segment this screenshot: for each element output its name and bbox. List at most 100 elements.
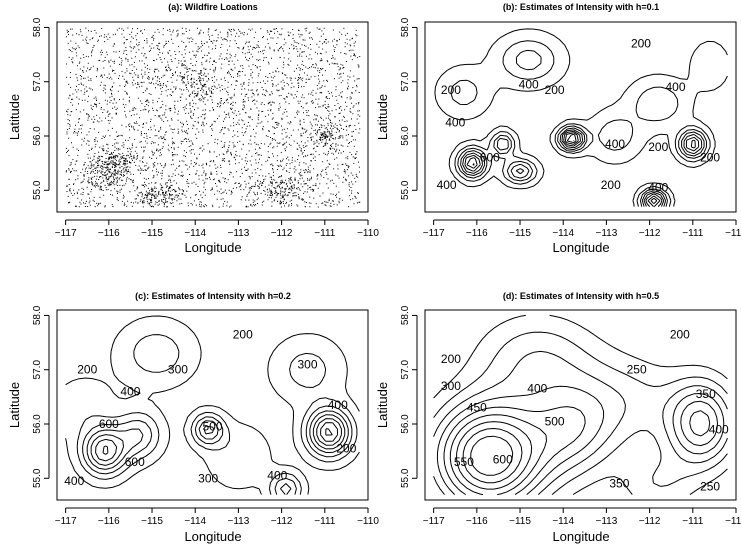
x-axis-label: Longitude <box>552 240 609 255</box>
contour-label: 400 <box>666 80 686 94</box>
contour-level-900 <box>472 133 658 205</box>
x-tick-label: −114 <box>184 516 206 527</box>
panel-title: (d): Estimates of Intensity with h=0.5 <box>503 291 659 301</box>
contour-level-800 <box>466 132 696 207</box>
contour-label: 400 <box>437 178 457 192</box>
y-tick-label: 55.0 <box>32 468 43 488</box>
contour-level-250 <box>433 331 728 495</box>
x-tick-label: −114 <box>552 228 574 239</box>
contour-label: 400 <box>605 137 625 151</box>
y-tick-label: 58.0 <box>32 17 43 37</box>
contour-label: 200 <box>601 178 621 192</box>
y-axis-label: Latitude <box>375 382 390 428</box>
contour-level-500 <box>460 127 705 207</box>
y-tick-label: 58.0 <box>32 305 43 325</box>
contour-label: 200 <box>631 37 651 51</box>
y-tick-label: 55.0 <box>400 180 411 200</box>
contour-label: 600 <box>125 455 145 469</box>
plot-area: 200 400 300 200 300 400 600 600 500 200 300 400 400 <box>64 315 360 495</box>
contour-label: 200 <box>648 140 668 154</box>
x-tick-label: −114 <box>184 228 206 239</box>
contour-label: 400 <box>648 181 668 195</box>
contour-label: 300 <box>168 363 188 377</box>
contour-level-300 <box>433 350 728 495</box>
contour-level-400 <box>82 405 353 495</box>
contour-label: 200 <box>670 327 690 341</box>
x-tick-label: −115 <box>141 516 163 527</box>
panel-d: (d): Estimates of Intensity with h=0.5 2… <box>375 291 741 544</box>
x-tick-label: −117 <box>423 228 445 239</box>
plot-area: 400 400 200 200 200 400 600 400 200 200 200 400 400 <box>434 28 728 207</box>
x-tick-label: −112 <box>271 516 293 527</box>
y-tick-label: 55.0 <box>400 468 411 488</box>
panel-title: (b): Estimates of Intensity with h=0.1 <box>503 2 659 12</box>
x-tick-label: −113 <box>596 228 618 239</box>
contour-level-300 <box>450 40 711 207</box>
contour-label: 500 <box>545 414 565 428</box>
contour-level-500 <box>86 410 349 495</box>
contour-label: 200 <box>441 83 461 97</box>
plot-area <box>65 27 361 208</box>
y-axis-label: Latitude <box>7 94 22 140</box>
contour-label: 400 <box>267 469 287 483</box>
panel-b: (b): Estimates of Intensity with h=0.1 4… <box>375 2 741 255</box>
panel-a: (a): Wildfire Loations −117 −116 −115 −114−… <box>7 2 379 255</box>
x-tick-label: −116 <box>466 228 488 239</box>
contour-label: 450 <box>467 401 487 415</box>
x-tick-label: −112 <box>271 228 293 239</box>
x-tick-label: −110 <box>357 228 379 239</box>
x-axis-label: Longitude <box>184 529 241 544</box>
x-tick-label: −115 <box>141 228 163 239</box>
contour-level-900 <box>325 428 333 436</box>
x-tick-label: −113 <box>228 228 250 239</box>
contour-label: 200 <box>441 352 461 366</box>
contour-label: 400 <box>519 77 539 91</box>
panel-title: (c): Estimates of Intensity with h=0.2 <box>135 291 291 301</box>
contour-label: 600 <box>480 151 500 165</box>
contour-label: 300 <box>441 379 461 393</box>
contour-level-600 <box>470 435 514 476</box>
plot-frame <box>424 309 737 501</box>
plot-frame <box>56 21 369 213</box>
contour-level-400 <box>457 49 707 207</box>
y-axis: 55.0 56.0 57.0 58.0 <box>32 305 50 488</box>
panel-c: (c): Estimates of Intensity with h=0.2 2… <box>7 291 379 544</box>
y-tick-label: 56.0 <box>400 414 411 434</box>
x-tick-label: −111 <box>682 228 703 239</box>
contour-level-600 <box>462 129 703 207</box>
wildfire-points <box>65 27 361 208</box>
contour-label: 200 <box>233 327 253 341</box>
contour-level-200 <box>434 28 728 207</box>
x-axis-label: Longitude <box>552 529 609 544</box>
x-tick-label: −111 <box>314 516 335 527</box>
y-tick-label: 56.0 <box>400 126 411 146</box>
panel-title: (a): Wildfire Loations <box>168 2 257 12</box>
x-tick-label: −117 <box>55 516 77 527</box>
x-tick-label: −113 <box>228 516 250 527</box>
y-tick-label: 58.0 <box>400 305 411 325</box>
contour-level-350 <box>436 385 725 495</box>
x-tick-label: −111 <box>682 516 703 527</box>
contour-label: 400 <box>64 474 84 488</box>
x-tick-label: −116 <box>98 228 120 239</box>
plot-frame <box>56 309 369 501</box>
y-axis: 55.0 56.0 57.0 58.0 <box>32 17 50 200</box>
contour-label: 350 <box>696 387 716 401</box>
contour-level-450 <box>449 410 711 496</box>
x-tick-label: −113 <box>596 516 618 527</box>
x-tick-label: −116 <box>98 516 120 527</box>
x-tick-label: −117 <box>423 516 445 527</box>
y-axis-label: Latitude <box>375 94 390 140</box>
y-tick-label: 57.0 <box>32 72 43 92</box>
x-tick-label: −112 <box>639 516 661 527</box>
x-tick-label: −116 <box>466 516 488 527</box>
contour-level-550 <box>462 428 523 484</box>
contour-label: 200 <box>77 363 97 377</box>
contour-label: 250 <box>627 363 647 377</box>
contour-label: 400 <box>527 382 547 396</box>
contour-label: 350 <box>609 477 629 491</box>
contour-label: 300 <box>198 471 218 485</box>
contour-level-700 <box>95 418 342 462</box>
y-tick-label: 57.0 <box>400 72 411 92</box>
